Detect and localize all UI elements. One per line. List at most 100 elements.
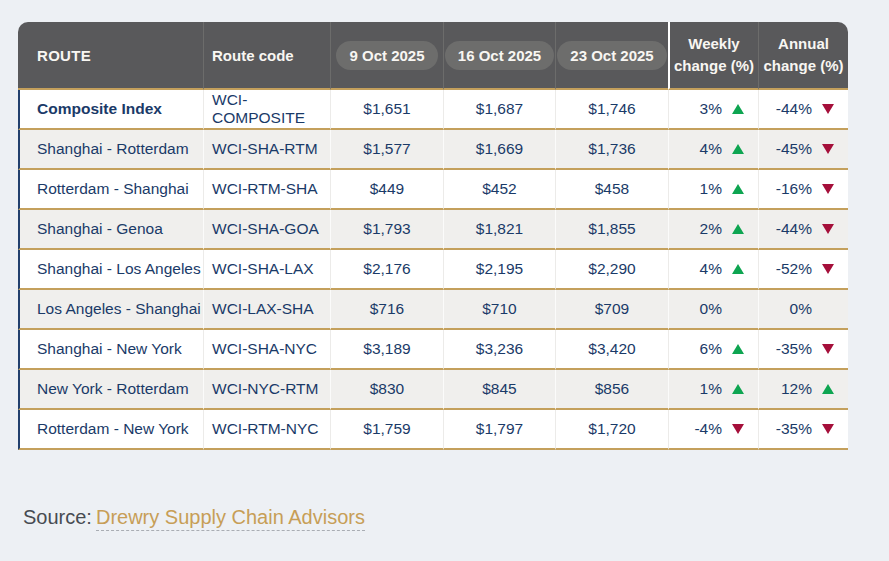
col-header-weekly-change: Weekly change (%)	[668, 22, 758, 90]
wci-rates-table: ROUTE Route code 9 Oct 2025 16 Oct 2025 …	[18, 22, 848, 450]
table-row: Shanghai - New YorkWCI-SHA-NYC$3,189$3,2…	[18, 330, 848, 370]
down-arrow-icon	[822, 104, 834, 114]
weekly-change-value: 2%	[678, 220, 722, 238]
annual-change-cell: -52%	[758, 250, 848, 290]
price-cell-week1: $716	[330, 290, 443, 330]
weekly-change-cell: 0%	[668, 290, 758, 330]
price-cell-week3: $1,746	[555, 90, 668, 130]
down-arrow-icon	[822, 344, 834, 354]
up-arrow-icon	[732, 104, 744, 114]
annual-change-value: -44%	[768, 220, 812, 238]
price-cell-week1: $449	[330, 170, 443, 210]
price-cell-week2: $1,821	[443, 210, 555, 250]
weekly-change-value: -4%	[678, 420, 722, 438]
route-code-cell: WCI-SHA-RTM	[203, 130, 330, 170]
weekly-change-cell: 1%	[668, 370, 758, 410]
price-cell-week3: $458	[555, 170, 668, 210]
weekly-change-label-line2: change (%)	[674, 57, 754, 74]
table-row: Rotterdam - New YorkWCI-RTM-NYC$1,759$1,…	[18, 410, 848, 450]
annual-change-label-line2: change (%)	[763, 57, 843, 74]
table-body: Composite IndexWCI-COMPOSITE$1,651$1,687…	[18, 90, 848, 450]
weekly-change-cell: 1%	[668, 170, 758, 210]
up-arrow-icon	[732, 384, 744, 394]
up-arrow-icon	[732, 184, 744, 194]
weekly-change-cell: 6%	[668, 330, 758, 370]
weekly-change-value: 0%	[678, 300, 722, 318]
price-cell-week1: $1,651	[330, 90, 443, 130]
down-arrow-icon	[732, 424, 744, 434]
route-cell: Composite Index	[18, 90, 203, 130]
annual-change-cell: -35%	[758, 410, 848, 450]
weekly-change-cell: 4%	[668, 250, 758, 290]
weekly-change-value: 1%	[678, 380, 722, 398]
annual-change-cell: -44%	[758, 210, 848, 250]
table-header: ROUTE Route code 9 Oct 2025 16 Oct 2025 …	[18, 22, 848, 90]
price-cell-week3: $1,720	[555, 410, 668, 450]
weekly-change-value: 4%	[678, 260, 722, 278]
annual-change-value: -35%	[768, 340, 812, 358]
date-pill-1: 9 Oct 2025	[336, 41, 437, 70]
price-cell-week1: $2,176	[330, 250, 443, 290]
col-header-date-3: 23 Oct 2025	[555, 22, 668, 90]
annual-change-cell: -35%	[758, 330, 848, 370]
table-row: Los Angeles - ShanghaiWCI-LAX-SHA$716$71…	[18, 290, 848, 330]
route-code-cell: WCI-RTM-SHA	[203, 170, 330, 210]
annual-change-value: -16%	[768, 180, 812, 198]
price-cell-week3: $856	[555, 370, 668, 410]
source-line: Source:Drewry Supply Chain Advisors	[23, 506, 365, 529]
route-code-cell: WCI-SHA-NYC	[203, 330, 330, 370]
table-row: New York - RotterdamWCI-NYC-RTM$830$845$…	[18, 370, 848, 410]
price-cell-week3: $709	[555, 290, 668, 330]
up-arrow-icon	[732, 264, 744, 274]
annual-change-value: -45%	[768, 140, 812, 158]
col-header-route: ROUTE	[18, 22, 203, 90]
down-arrow-icon	[822, 424, 834, 434]
price-cell-week3: $3,420	[555, 330, 668, 370]
date-pill-3: 23 Oct 2025	[557, 41, 666, 70]
route-cell: Shanghai - Rotterdam	[18, 130, 203, 170]
table-row: Composite IndexWCI-COMPOSITE$1,651$1,687…	[18, 90, 848, 130]
weekly-change-value: 4%	[678, 140, 722, 158]
price-cell-week2: $1,687	[443, 90, 555, 130]
annual-change-value: -35%	[768, 420, 812, 438]
weekly-change-value: 3%	[678, 100, 722, 118]
route-cell: New York - Rotterdam	[18, 370, 203, 410]
price-cell-week1: $1,759	[330, 410, 443, 450]
price-cell-week2: $452	[443, 170, 555, 210]
route-cell: Rotterdam - New York	[18, 410, 203, 450]
col-header-date-1: 9 Oct 2025	[330, 22, 443, 90]
route-cell: Shanghai - Genoa	[18, 210, 203, 250]
price-cell-week3: $1,736	[555, 130, 668, 170]
route-code-cell: WCI-LAX-SHA	[203, 290, 330, 330]
price-cell-week2: $710	[443, 290, 555, 330]
col-header-date-2: 16 Oct 2025	[443, 22, 555, 90]
weekly-change-value: 6%	[678, 340, 722, 358]
source-link[interactable]: Drewry Supply Chain Advisors	[96, 506, 365, 531]
annual-change-label-line1: Annual	[778, 35, 829, 52]
price-cell-week3: $2,290	[555, 250, 668, 290]
route-cell: Shanghai - Los Angeles	[18, 250, 203, 290]
up-arrow-icon	[822, 384, 834, 394]
price-cell-week1: $1,793	[330, 210, 443, 250]
annual-change-cell: 0%	[758, 290, 848, 330]
annual-change-value: -52%	[768, 260, 812, 278]
no-change-placeholder	[732, 304, 744, 314]
annual-change-value: 12%	[768, 380, 812, 398]
route-code-cell: WCI-NYC-RTM	[203, 370, 330, 410]
down-arrow-icon	[822, 224, 834, 234]
price-cell-week2: $3,236	[443, 330, 555, 370]
wci-rates-table-card: ROUTE Route code 9 Oct 2025 16 Oct 2025 …	[18, 22, 848, 450]
price-cell-week1: $3,189	[330, 330, 443, 370]
header-row: ROUTE Route code 9 Oct 2025 16 Oct 2025 …	[18, 22, 848, 90]
page: ROUTE Route code 9 Oct 2025 16 Oct 2025 …	[0, 0, 889, 561]
weekly-change-value: 1%	[678, 180, 722, 198]
annual-change-value: -44%	[768, 100, 812, 118]
weekly-change-cell: -4%	[668, 410, 758, 450]
price-cell-week2: $845	[443, 370, 555, 410]
down-arrow-icon	[822, 184, 834, 194]
up-arrow-icon	[732, 144, 744, 154]
annual-change-cell: -45%	[758, 130, 848, 170]
annual-change-cell: -16%	[758, 170, 848, 210]
no-change-placeholder	[822, 304, 834, 314]
price-cell-week2: $2,195	[443, 250, 555, 290]
